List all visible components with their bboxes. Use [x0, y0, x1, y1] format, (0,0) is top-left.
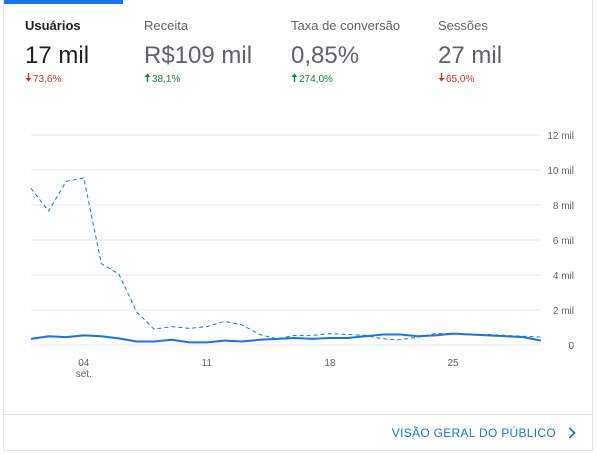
comparison-period-line — [30, 177, 542, 341]
x-tick-sublabel: set. — [76, 369, 92, 380]
audience-overview-card: Usuários 17 mil 73,6% Receita R$109 mil … — [3, 0, 593, 451]
metric-delta-value: 38,1% — [152, 74, 181, 85]
metric-label: Sessões — [438, 18, 488, 33]
arrow-down-icon — [25, 73, 33, 86]
metric-delta: 38,1% — [144, 73, 284, 85]
current-period-line — [30, 332, 542, 344]
x-tick-label: 11 — [202, 358, 213, 369]
audience-overview-link-label: VISÃO GERAL DO PÚBLICO — [391, 426, 556, 440]
metric-delta: 73,6% — [25, 73, 165, 85]
metric-delta-value: 274,0% — [299, 74, 333, 85]
y-tick-label: 0 — [568, 341, 574, 352]
metric-value: 27 mil — [438, 42, 503, 69]
y-tick-label: 8 mil — [553, 201, 574, 212]
metric-tab-users[interactable]: Usuários 17 mil 73,6% — [25, 18, 165, 85]
metric-value: 0,85% — [291, 42, 360, 69]
x-tick-label: 18 — [324, 358, 336, 369]
metric-delta-value: 65,0% — [446, 74, 475, 85]
y-tick-label: 4 mil — [553, 271, 574, 282]
metric-label: Taxa de conversão — [291, 18, 401, 33]
arrow-up-icon — [291, 73, 299, 86]
active-tab-indicator — [4, 0, 123, 4]
metric-delta: 65,0% — [438, 73, 578, 85]
metric-tab-sessions[interactable]: Sessões 27 mil 65,0% — [438, 18, 578, 85]
arrow-up-icon — [144, 73, 152, 86]
metric-delta-value: 73,6% — [33, 74, 62, 85]
x-tick-label: 25 — [448, 358, 460, 369]
metric-value: 17 mil — [25, 42, 90, 69]
metric-delta: 274,0% — [291, 73, 431, 85]
metric-tab-conversion-rate[interactable]: Taxa de conversão 0,85% 274,0% — [291, 18, 431, 85]
y-tick-label: 12 mil — [547, 131, 574, 142]
arrow-down-icon — [438, 73, 446, 86]
audience-overview-link[interactable]: VISÃO GERAL DO PÚBLICO — [392, 426, 576, 440]
metric-label: Usuários — [25, 18, 81, 33]
metric-value: R$109 mil — [144, 42, 253, 69]
chevron-right-icon — [568, 427, 576, 439]
card-footer: VISÃO GERAL DO PÚBLICO — [4, 414, 592, 451]
metric-tab-revenue[interactable]: Receita R$109 mil 38,1% — [144, 18, 284, 85]
metric-label: Receita — [144, 18, 189, 33]
metric-tabs: Usuários 17 mil 73,6% Receita R$109 mil … — [4, 0, 594, 92]
y-tick-label: 6 mil — [553, 236, 574, 247]
x-tick-label: 04 — [78, 358, 90, 369]
y-tick-label: 10 mil — [547, 166, 574, 177]
y-tick-label: 2 mil — [553, 306, 574, 317]
